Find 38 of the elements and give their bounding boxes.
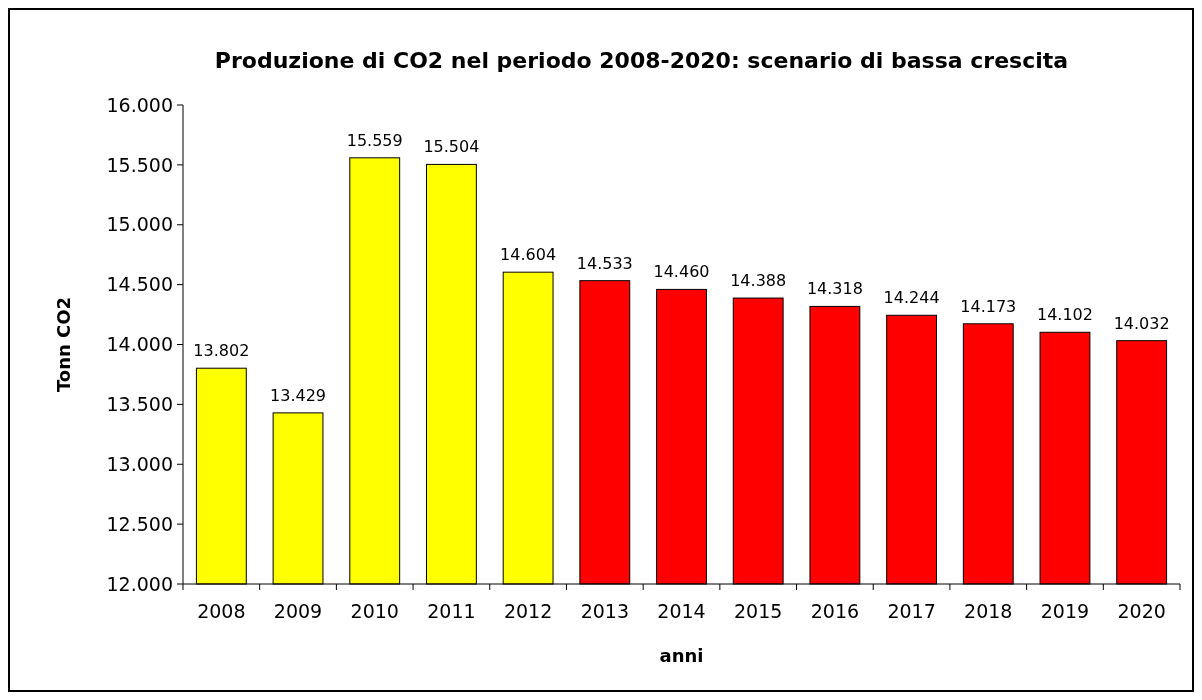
data-label: 15.559 [346,130,403,150]
x-tick-label: 2015 [734,600,783,622]
x-tick-label: 2009 [273,600,323,622]
y-tick-label: 12.000 [106,572,173,595]
x-tick-label: 2010 [350,600,399,622]
y-tick-label: 13.000 [106,452,173,475]
x-tick-label: 2018 [964,600,1013,622]
x-tick-label: 2013 [580,600,629,622]
y-tick-label: 14.500 [106,273,173,296]
data-label: 14.244 [883,288,940,308]
data-label: 14.388 [730,271,787,291]
y-tick-label: 13.500 [106,393,173,416]
y-tick-label: 14.000 [106,333,173,356]
data-label: 14.173 [960,296,1017,316]
x-tick-label: 2017 [887,600,936,622]
data-label: 14.460 [653,262,710,282]
data-label: 14.604 [500,245,557,265]
data-label: 13.429 [270,385,327,405]
x-tick-label: 2020 [1117,600,1166,622]
x-tick-label: 2008 [197,600,246,622]
x-tick-label: 2011 [427,600,476,622]
x-tick-label: 2019 [1040,600,1090,622]
data-label: 14.102 [1036,305,1093,325]
y-tick-label: 15.000 [106,213,173,236]
y-tick-label: 16.000 [106,93,173,116]
chart-title: Produzione di CO2 nel periodo 2008-2020: scenario di bassa crescita [214,48,1069,73]
y-tick-label: 12.500 [106,512,173,535]
data-label: 14.032 [1113,313,1170,333]
x-tick-label: 2014 [657,600,706,622]
data-label: 14.318 [806,279,863,299]
y-tick-label: 15.500 [106,153,173,176]
x-tick-label: 2012 [503,600,553,622]
x-tick-label: 2016 [810,600,860,622]
data-label: 15.504 [423,137,480,157]
x-axis-title: anni [659,645,704,666]
y-axis-title: Tonn CO2 [53,296,74,393]
data-label: 13.802 [193,341,250,361]
data-label: 14.533 [576,253,633,273]
